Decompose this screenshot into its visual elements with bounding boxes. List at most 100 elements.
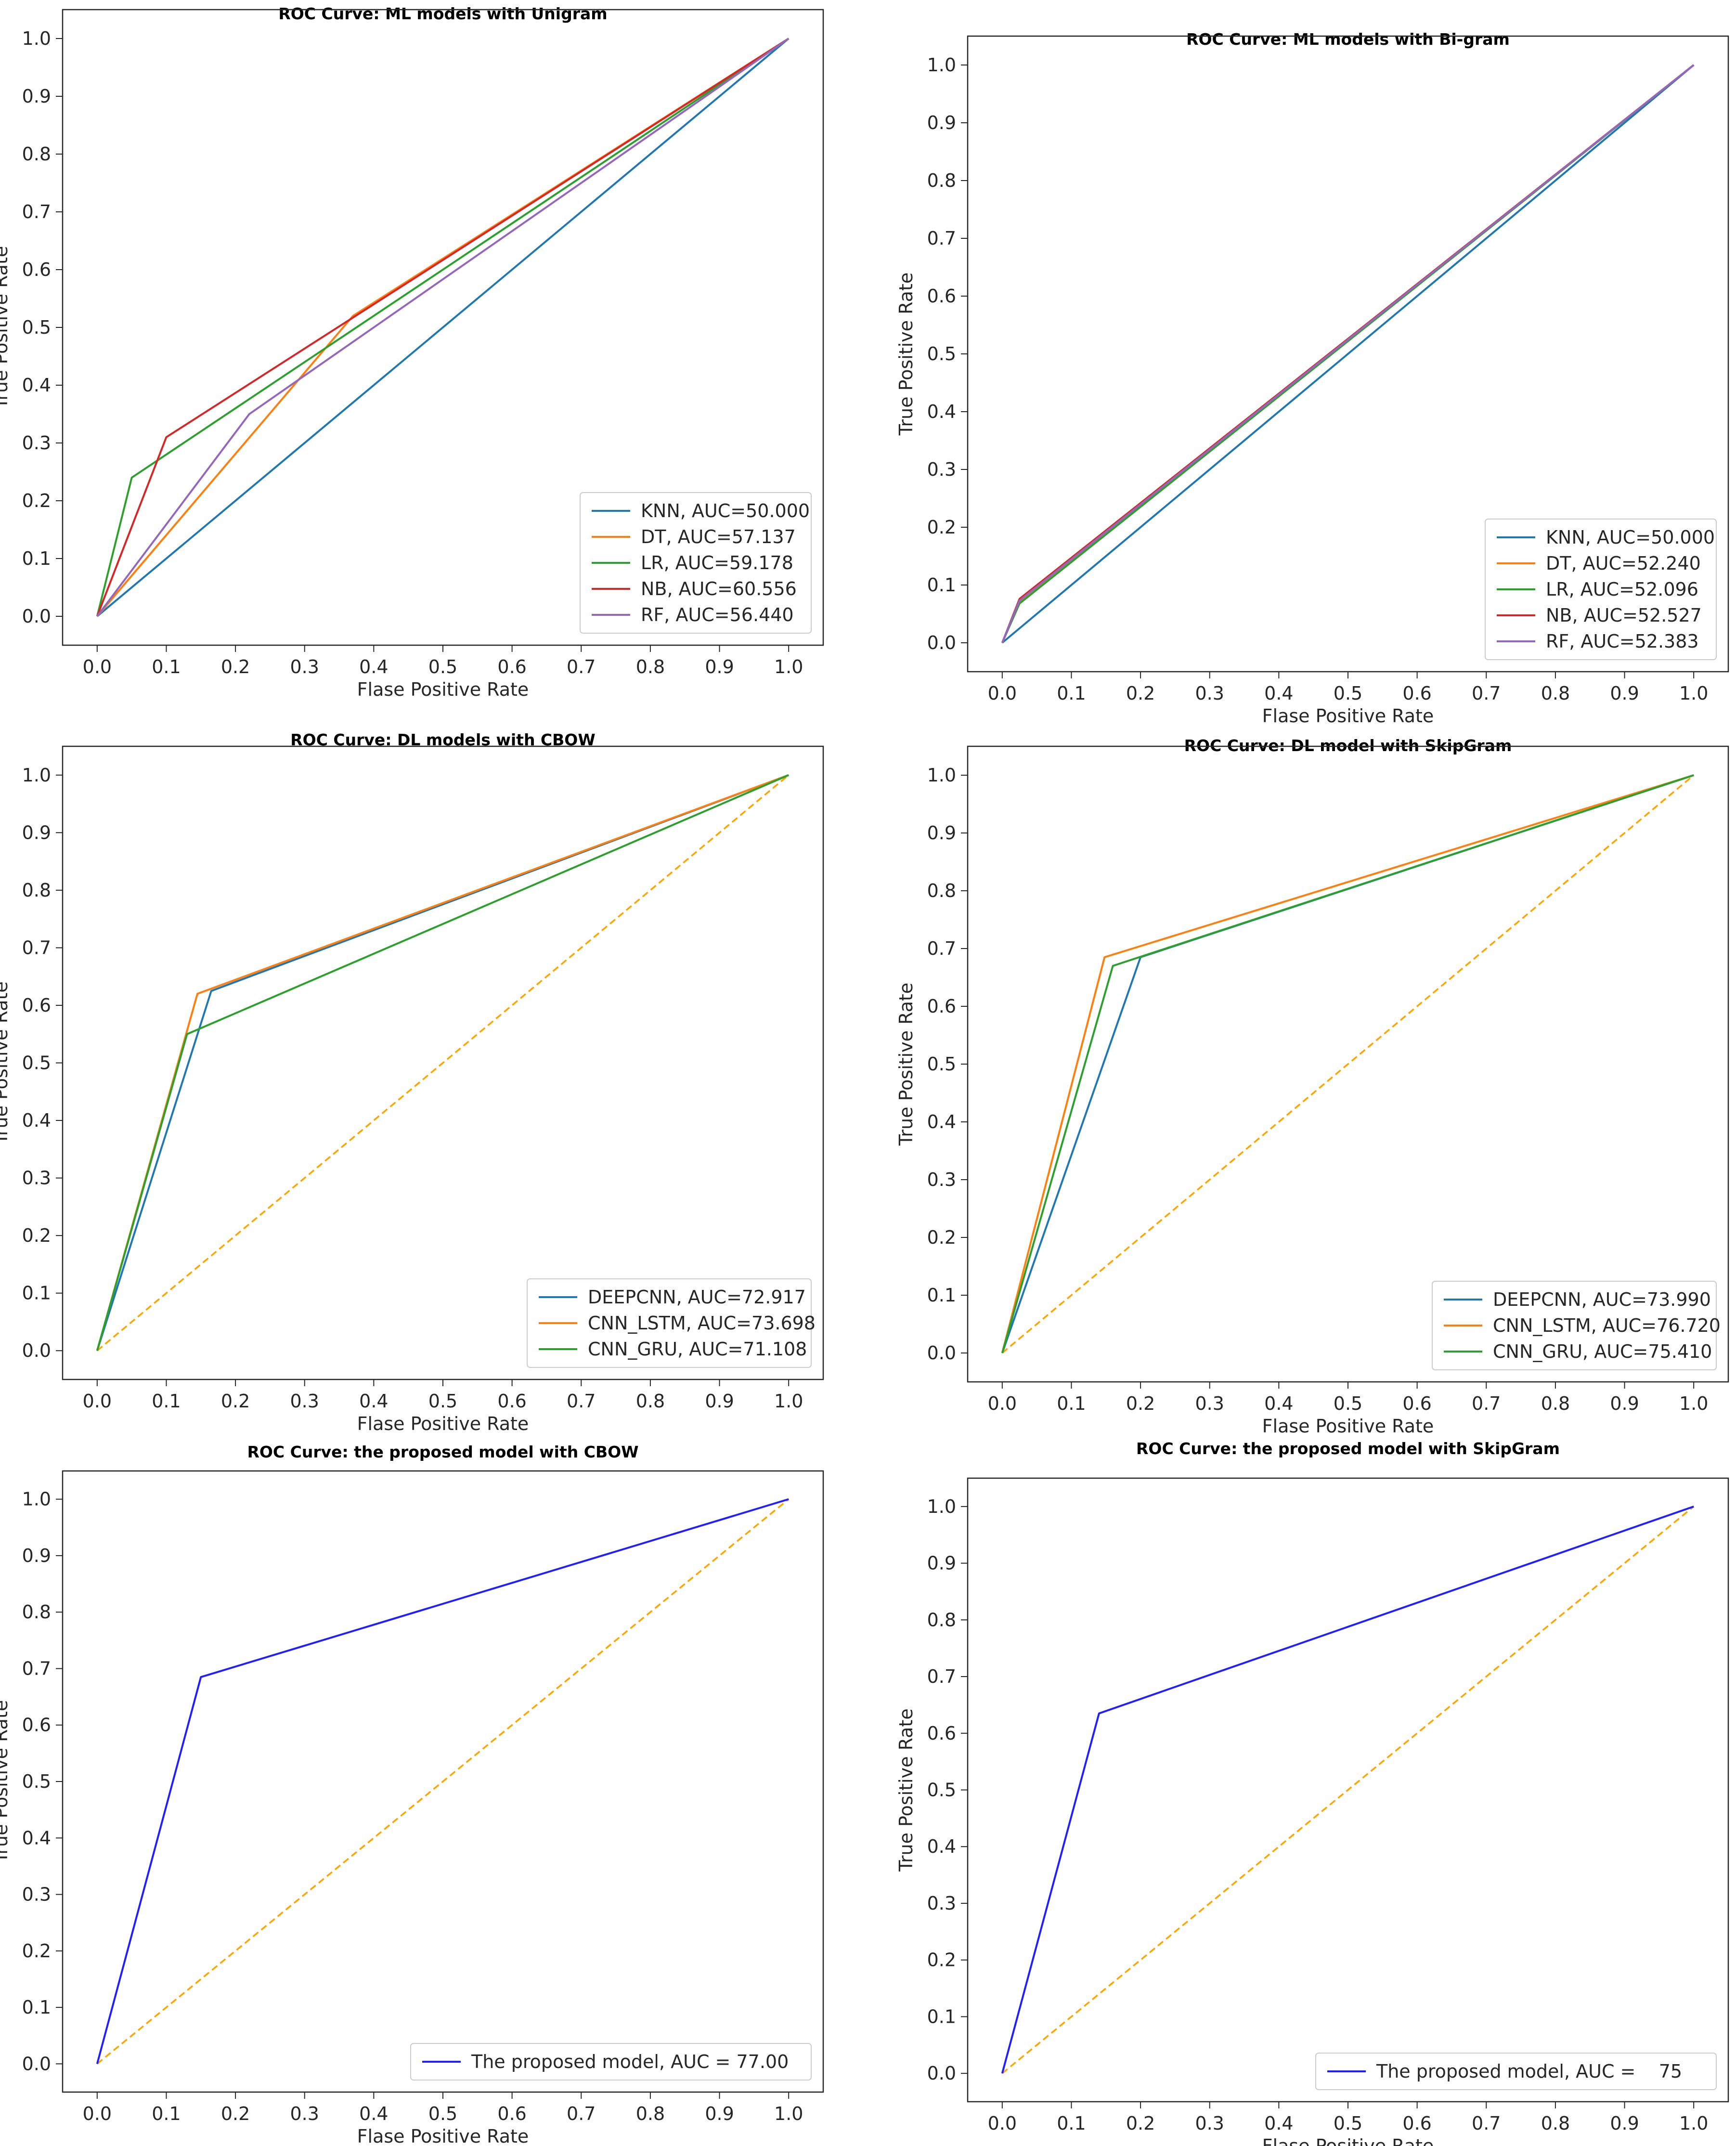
x-axis-label: Flase Positive Rate <box>1262 1416 1434 1437</box>
legend-label: LR, AUC=52.096 <box>1546 579 1698 600</box>
y-tick-label: 0.2 <box>927 1950 956 1971</box>
y-axis-label: True Positive Rate <box>0 981 12 1145</box>
y-tick-label: 0.0 <box>22 606 51 627</box>
x-tick-label: 0.9 <box>1610 1393 1639 1414</box>
legend-box <box>1485 519 1717 660</box>
x-tick-label: 1.0 <box>774 2103 803 2124</box>
x-tick-label: 0.0 <box>988 2113 1017 2134</box>
y-tick-label: 0.8 <box>927 170 956 191</box>
x-tick-label: 0.5 <box>428 656 457 677</box>
plot-frame <box>62 745 824 1380</box>
legend: The proposed model, AUC = 75 <box>1315 2053 1717 2090</box>
x-tick-label: 0.5 <box>428 2103 457 2124</box>
x-axis-label: Flase Positive Rate <box>357 2126 529 2146</box>
x-tick-label: 0.6 <box>1402 1393 1431 1414</box>
x-tick-label: 0.0 <box>988 683 1017 704</box>
x-tick-label: 0.5 <box>1334 2113 1362 2134</box>
legend-label: RF, AUC=56.440 <box>641 604 794 625</box>
y-tick-label: 0.8 <box>927 880 956 901</box>
y-tick-label: 0.0 <box>927 632 956 653</box>
y-axis-label: True Positive Rate <box>0 246 12 410</box>
x-tick-label: 0.0 <box>988 1393 1017 1414</box>
x-tick-label: 0.9 <box>1610 2113 1639 2134</box>
legend-box <box>1315 2053 1717 2090</box>
y-tick-label: 0.4 <box>927 1111 956 1132</box>
roc-series-line <box>96 38 790 617</box>
x-tick-label: 0.5 <box>1334 1393 1362 1414</box>
legend-label: KNN, AUC=50.000 <box>641 500 810 521</box>
plot-frame <box>967 35 1729 673</box>
y-tick-label: 0.7 <box>927 1666 956 1687</box>
x-tick-label: 0.6 <box>1402 683 1431 704</box>
legend: DEEPCNN, AUC=72.917 CNN_LSTM, AUC=73.698 C… <box>527 1278 816 1368</box>
x-tick-label: 0.3 <box>1195 1393 1224 1414</box>
chart-title: ROC Curve: DL model with SkipGram <box>1184 736 1512 755</box>
roc-series-line <box>96 38 790 617</box>
y-tick-label: 0.4 <box>22 1827 51 1848</box>
y-tick-label: 0.3 <box>22 432 51 454</box>
x-axis-label: Flase Positive Rate <box>1262 705 1434 727</box>
y-tick-label: 0.1 <box>22 1283 51 1304</box>
x-tick-label: 0.8 <box>636 1391 665 1412</box>
legend-label: NB, AUC=52.527 <box>1546 605 1702 626</box>
chart-title: ROC Curve: the proposed model with SkipG… <box>1136 1439 1560 1458</box>
y-tick-label: 0.2 <box>22 1940 51 1962</box>
x-tick-label: 0.1 <box>1057 1393 1086 1414</box>
y-tick-label: 0.4 <box>22 1110 51 1131</box>
y-tick-label: 1.0 <box>22 1489 51 1510</box>
y-tick-label: 0.8 <box>22 880 51 901</box>
roc-series-line <box>96 1498 789 2064</box>
chance-diagonal <box>96 774 790 1352</box>
y-tick-label: 0.4 <box>927 401 956 422</box>
y-tick-label: 0.2 <box>927 517 956 538</box>
roc-series-line <box>1001 64 1695 643</box>
y-tick-label: 0.5 <box>22 1053 51 1074</box>
x-tick-label: 0.3 <box>290 2103 319 2124</box>
y-tick-label: 1.0 <box>927 54 956 76</box>
x-tick-label: 0.4 <box>1264 1393 1293 1414</box>
legend-label: CNN_LSTM, AUC=76.720 <box>1493 1315 1721 1336</box>
x-tick-label: 0.4 <box>359 2103 388 2124</box>
y-tick-label: 0.5 <box>22 317 51 338</box>
x-tick-label: 0.8 <box>636 656 665 677</box>
legend: KNN, AUC=50.000 DT, AUC=57.137 LR, AUC=59.… <box>580 492 812 634</box>
plot-frame <box>967 1477 1729 2103</box>
x-tick-label: 0.0 <box>83 1391 112 1412</box>
chance-diagonal <box>1001 1506 1695 2074</box>
chance-diagonal <box>1001 774 1695 1354</box>
legend-box <box>1432 1281 1717 1370</box>
x-tick-label: 0.5 <box>428 1391 457 1412</box>
x-tick-label: 0.2 <box>1126 683 1155 704</box>
legend: KNN, AUC=50.000 DT, AUC=52.240 LR, AUC=52.… <box>1485 519 1717 660</box>
x-tick-label: 0.3 <box>1195 2113 1224 2134</box>
x-tick-label: 1.0 <box>1679 1393 1708 1414</box>
y-tick-label: 0.2 <box>927 1227 956 1248</box>
y-tick-label: 0.9 <box>927 112 956 133</box>
x-tick-label: 0.3 <box>290 1391 319 1412</box>
x-tick-label: 1.0 <box>774 1391 803 1412</box>
legend-label: DT, AUC=52.240 <box>1546 553 1701 574</box>
legend-label: DT, AUC=57.137 <box>641 526 796 547</box>
x-tick-label: 0.3 <box>290 656 319 677</box>
y-tick-label: 0.6 <box>927 286 956 307</box>
x-tick-label: 0.1 <box>1057 2113 1086 2134</box>
y-tick-label: 0.6 <box>22 995 51 1016</box>
y-tick-label: 0.3 <box>927 1169 956 1190</box>
x-tick-label: 0.8 <box>1541 683 1570 704</box>
x-axis-label: Flase Positive Rate <box>357 679 529 700</box>
roc-series-line <box>96 38 790 617</box>
roc-series-line <box>96 774 789 1351</box>
x-tick-label: 0.9 <box>1610 683 1639 704</box>
roc-series-line <box>1001 64 1695 644</box>
y-tick-label: 0.5 <box>22 1771 51 1792</box>
y-tick-label: 0.5 <box>927 1053 956 1075</box>
y-tick-label: 0.2 <box>22 1225 51 1246</box>
chart-title: ROC Curve: ML models with Bi-gram <box>1186 30 1510 49</box>
legend-box <box>410 2043 812 2081</box>
x-tick-label: 0.9 <box>705 656 734 677</box>
x-tick-label: 0.1 <box>152 1391 181 1412</box>
y-tick-label: 0.6 <box>22 259 51 280</box>
